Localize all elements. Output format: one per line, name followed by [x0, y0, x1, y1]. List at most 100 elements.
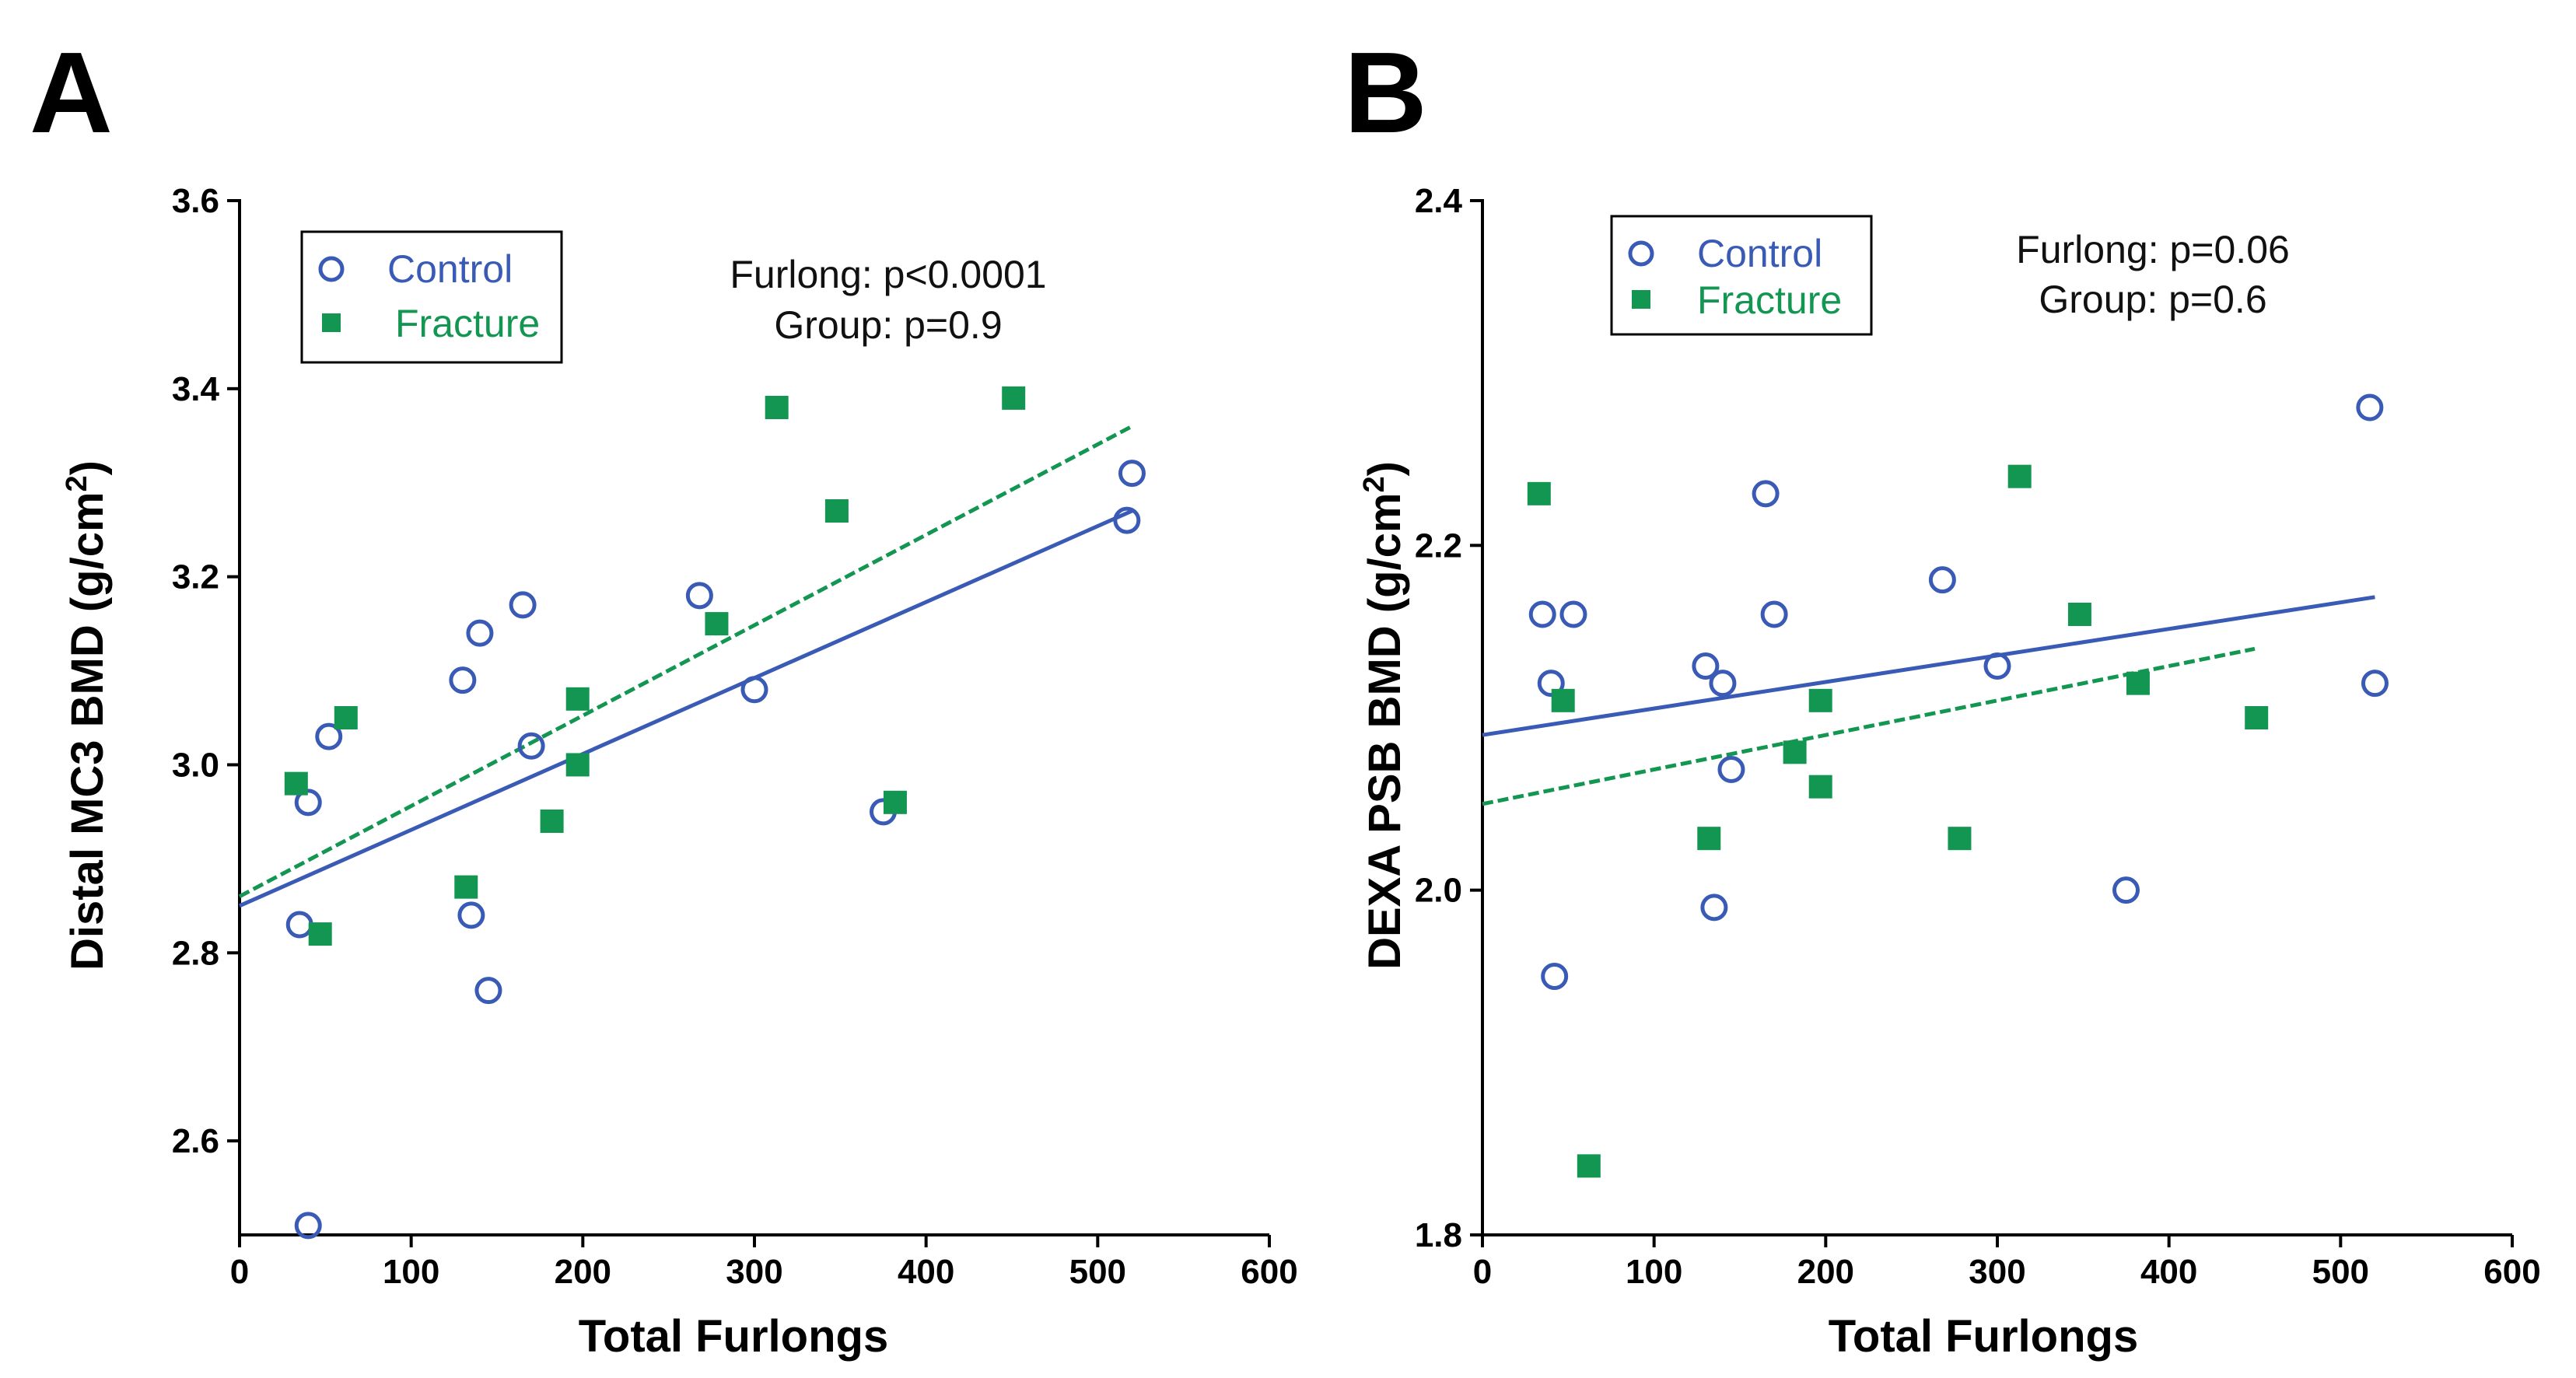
control-point-a: [1113, 506, 1141, 534]
x-axis-title-b: Total Furlongs: [1829, 1311, 2138, 1362]
annotation-group-a: Group: p=0.9: [774, 303, 1002, 347]
control-point-b: [1752, 480, 1780, 508]
fit-line-fracture-a: [238, 424, 1133, 898]
fit-line-control-b: [1482, 595, 2375, 737]
control-point-a: [285, 911, 313, 939]
y-tick-label-a: 2.6: [172, 1122, 219, 1160]
fracture-point-b: [1551, 688, 1575, 712]
control-point-b: [2356, 393, 2384, 421]
fracture-point-a: [883, 790, 907, 814]
fit-line-fracture-b: [1482, 646, 2256, 806]
control-point-a: [1118, 460, 1146, 488]
fracture-point-a: [454, 875, 478, 899]
fracture-point-b: [1527, 481, 1551, 505]
control-point-b: [1541, 963, 1569, 990]
y-tick-label-a: 3.2: [172, 558, 219, 596]
y-axis-title-sup-a: 2: [61, 475, 93, 491]
fracture-point-b: [1783, 740, 1807, 764]
annotation-furlong-b: Furlong: p=0.06: [2016, 228, 2290, 271]
fracture-point-b: [1948, 827, 1972, 851]
legend-fracture-marker-b: [1632, 290, 1650, 309]
x-tick-label-b: 300: [1969, 1253, 2025, 1291]
control-point-a: [294, 1212, 322, 1240]
legend-fracture-label-b: Fracture: [1697, 278, 1842, 322]
x-tick-label-a: 500: [1069, 1253, 1126, 1291]
fracture-point-b: [2126, 671, 2150, 695]
annotation-group-b: Group: p=0.6: [2039, 278, 2266, 321]
control-point-a: [457, 901, 485, 929]
control-point-a: [740, 676, 768, 704]
fracture-point-b: [1808, 688, 1832, 712]
control-point-a: [294, 789, 322, 817]
control-point-b: [1709, 670, 1737, 698]
legend-control-marker-b: [1628, 240, 1654, 267]
control-point-b: [1692, 652, 1720, 680]
y-tick-label-b: 2.4: [1415, 182, 1463, 220]
fracture-point-a: [705, 612, 729, 636]
x-tick-label-a: 200: [555, 1253, 611, 1291]
fracture-point-a: [765, 396, 789, 419]
control-point-b: [1559, 600, 1587, 628]
fracture-point-a: [1002, 386, 1026, 410]
y-tick-label-a: 3.6: [172, 182, 219, 220]
legend-box-b: [1610, 215, 1873, 336]
x-tick-label-a: 300: [726, 1253, 782, 1291]
legend-control-label-a: Control: [387, 247, 513, 291]
x-tick-label-b: 200: [1797, 1253, 1854, 1291]
fit-line-control-a: [238, 509, 1133, 908]
x-tick-label-b: 400: [2140, 1253, 2197, 1291]
control-point-b: [1717, 756, 1745, 783]
y-axis-title-b: DEXA PSB BMD (g/cm2): [1358, 461, 1410, 970]
control-point-a: [466, 619, 494, 647]
x-tick-label-b: 100: [1626, 1253, 1682, 1291]
panel-a: A 2.62.83.03.23.43.60 100 200 300 400 500 600 …: [30, 29, 1298, 1362]
control-point-b: [1700, 894, 1728, 922]
y-axis-title-close-b: ): [1360, 461, 1410, 476]
fracture-point-b: [2007, 464, 2032, 488]
x-tick-label-b: 500: [2312, 1253, 2369, 1291]
control-point-a: [509, 591, 537, 619]
fracture-point-a: [284, 771, 308, 796]
legend-fracture-label-a: Fracture: [395, 302, 540, 345]
control-point-b: [2361, 670, 2389, 698]
fracture-point-a: [334, 706, 358, 729]
fracture-point-b: [1808, 775, 1832, 799]
panel-letter-a: A: [30, 29, 113, 157]
y-axis-title-sup-b: 2: [1358, 476, 1391, 492]
x-tick-label-a: 600: [1241, 1253, 1297, 1291]
fracture-point-a: [824, 499, 849, 523]
control-point-b: [2112, 876, 2140, 904]
control-point-b: [1760, 600, 1788, 628]
y-axis-title-main-a: Distal MC3 BMD (g/cm: [62, 491, 113, 971]
fracture-point-a: [540, 810, 564, 833]
legend-box-a: [300, 230, 563, 364]
control-point-a: [449, 666, 477, 694]
legend-fracture-marker-a: [322, 313, 341, 332]
fracture-point-b: [1697, 827, 1721, 851]
panel-letter-b: B: [1344, 29, 1427, 157]
legend-control-marker-a: [318, 256, 345, 282]
x-tick-label-b: 0: [1473, 1253, 1492, 1291]
y-tick-label-a: 2.8: [172, 934, 219, 972]
y-tick-label-b: 1.8: [1415, 1216, 1462, 1254]
fracture-point-a: [308, 922, 332, 946]
y-axis-title-main-b: DEXA PSB BMD (g/cm: [1360, 493, 1410, 970]
control-point-a: [315, 722, 343, 750]
x-axis-title-a: Total Furlongs: [579, 1311, 888, 1362]
y-tick-label-a: 3.4: [172, 370, 220, 408]
fracture-point-b: [2067, 603, 2091, 626]
y-axis-title-close-a: ): [62, 460, 113, 475]
x-tick-label-b: 600: [2483, 1253, 2540, 1291]
legend-control-label-b: Control: [1697, 232, 1822, 275]
control-point-b: [1983, 652, 2011, 680]
y-tick-label-b: 2.2: [1415, 526, 1462, 565]
control-point-a: [474, 977, 502, 1005]
y-tick-label-a: 3.0: [172, 746, 219, 784]
control-point-b: [1928, 566, 1956, 594]
control-point-a: [517, 732, 545, 760]
x-tick-label-a: 100: [383, 1253, 439, 1291]
fracture-point-a: [565, 753, 590, 777]
y-tick-label-b: 2.0: [1415, 872, 1462, 910]
panel-b: B 1.8 2.0 2.2 2.4 0 100 200 300 400 500 600 Contro…: [1344, 29, 2541, 1362]
